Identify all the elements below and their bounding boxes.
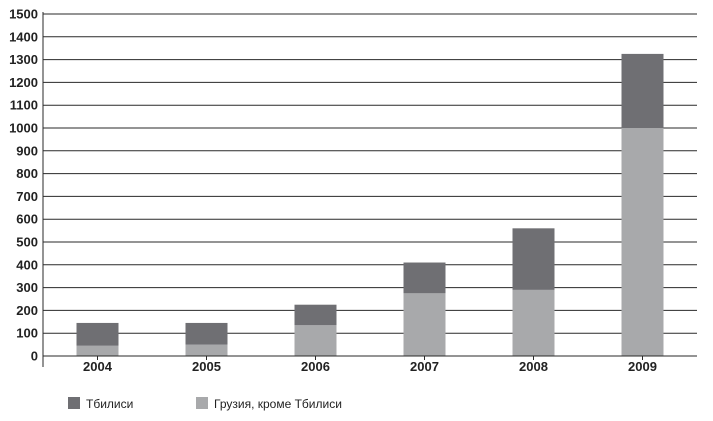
bar-segment-georgia-except-tbilisi-2006 [294, 325, 337, 356]
y-tick-label: 800 [16, 166, 38, 181]
y-tick-label: 900 [16, 143, 38, 158]
bar-segment-georgia-except-tbilisi-2005 [185, 344, 228, 356]
bar-segment-tbilisi-2004 [76, 322, 119, 346]
y-tick-label: 100 [16, 326, 38, 341]
x-tick-label: 2007 [410, 359, 439, 374]
bar-segment-georgia-except-tbilisi-2009 [621, 128, 664, 356]
y-tick-label: 600 [16, 212, 38, 227]
legend-label-tbilisi: Тбилиси [86, 397, 133, 411]
bar-segment-georgia-except-tbilisi-2004 [76, 345, 119, 356]
y-tick-label: 500 [16, 235, 38, 250]
bar-segment-georgia-except-tbilisi-2008 [512, 289, 555, 356]
y-tick-label: 700 [16, 189, 38, 204]
x-axis: 2004 2005 2006 2007 2008 2009 [43, 355, 697, 374]
y-tick-label: 1000 [9, 121, 38, 136]
y-tick-label: 1300 [9, 52, 38, 67]
x-tick-label: 2005 [192, 359, 221, 374]
legend-swatch-georgia-except-tbilisi [196, 397, 208, 409]
y-tick-label: 400 [16, 257, 38, 272]
legend: Тбилиси Грузия, кроме Тбилиси [68, 397, 342, 411]
y-tick-label: 200 [16, 303, 38, 318]
x-tick-label: 2006 [301, 359, 330, 374]
bar-segment-georgia-except-tbilisi-2007 [403, 293, 446, 356]
bar-segment-tbilisi-2005 [185, 322, 228, 345]
gridlines [43, 13, 697, 334]
y-tick-label: 0 [31, 349, 38, 364]
y-tick-label: 1400 [9, 29, 38, 44]
legend-label-georgia-except-tbilisi: Грузия, кроме Тбилиси [214, 397, 342, 411]
y-tick-label: 1200 [9, 75, 38, 90]
x-tick-label: 2009 [628, 359, 657, 374]
y-tick-label: 1500 [9, 7, 38, 22]
bar-segment-tbilisi-2007 [403, 262, 446, 294]
y-tick-label: 1100 [10, 98, 38, 113]
bar-segment-tbilisi-2009 [621, 53, 664, 128]
x-tick-label: 2008 [519, 359, 548, 374]
y-axis: 0 100 200 300 400 500 600 700 800 900 1000 1100 1200… [9, 7, 44, 367]
y-tick-label: 300 [16, 280, 38, 295]
bars [76, 53, 664, 356]
legend-swatch-tbilisi [68, 397, 80, 409]
bar-segment-tbilisi-2006 [294, 304, 337, 326]
x-tick-label: 2004 [83, 359, 113, 374]
bar-segment-tbilisi-2008 [512, 228, 555, 290]
